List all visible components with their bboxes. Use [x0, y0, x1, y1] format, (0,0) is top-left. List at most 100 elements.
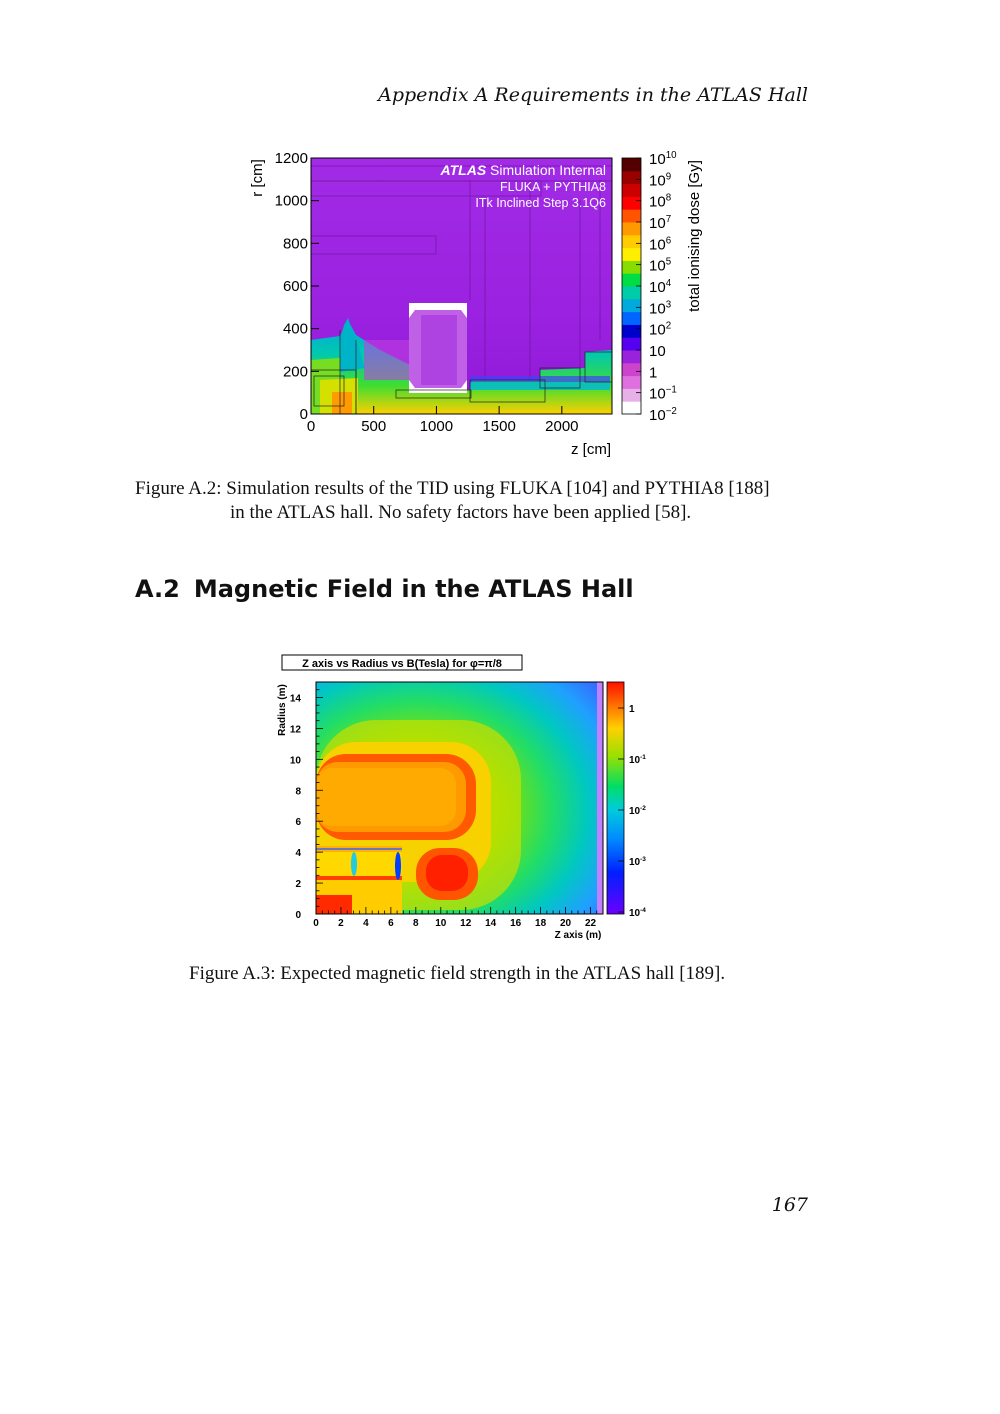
colorbar-tick-label: 107 — [649, 214, 671, 232]
colorbar-swatch — [622, 375, 641, 389]
colorbar-tick-label: 108 — [649, 193, 671, 211]
x-axis-label: Z axis (m) — [555, 930, 602, 941]
y-tick-label: 4 — [295, 848, 301, 859]
colorbar-swatch — [622, 388, 641, 402]
running-head: Appendix A Requirements in the ATLAS Hal… — [378, 84, 808, 106]
colorbar-swatch — [622, 247, 641, 261]
colorbar-swatch — [622, 234, 641, 249]
colorbar-tick-label: 102 — [649, 321, 671, 339]
colorbar-tick-label: 1010 — [649, 150, 677, 168]
x-tick-label: 22 — [585, 918, 597, 929]
x-tick-label: 1000 — [420, 418, 453, 435]
colorbar-tick-label: 10-3 — [629, 856, 646, 868]
page-number: 167 — [771, 1194, 808, 1216]
y-axis-ticks: 0 200 400 600 800 1000 1200 — [275, 150, 319, 423]
y-tick-label: 1200 — [275, 150, 308, 167]
colorbar-swatch — [622, 350, 641, 364]
x-tick-label: 12 — [460, 918, 472, 929]
colorbar-swatch — [622, 401, 641, 415]
figure-a3-title: Z axis vs Radius vs B(Tesla) for φ=π/8 — [302, 658, 502, 670]
y-tick-label: 14 — [290, 693, 302, 704]
figure-a2-caption: Figure A.2: Simulation results of the TI… — [135, 477, 770, 525]
y-tick-label: 12 — [290, 724, 302, 735]
colorbar-swatch — [622, 324, 641, 338]
colorbar-tick-label: 10-2 — [629, 805, 646, 817]
y-tick-label: 400 — [283, 321, 308, 338]
x-tick-label: 2000 — [545, 418, 578, 435]
y-tick-label: 800 — [283, 235, 308, 252]
x-tick-label: 500 — [361, 418, 386, 435]
colorbar-label: total ionising dose [Gy] — [686, 160, 703, 312]
atlas-label: ATLAS — [440, 162, 487, 178]
overlay-line3: ITk Inclined Step 3.1Q6 — [475, 196, 606, 210]
x-axis-label: z [cm] — [571, 441, 611, 458]
y-tick-label: 600 — [283, 278, 308, 295]
x-axis-ticks: 0 500 1000 1500 2000 — [307, 406, 579, 435]
colorbar-tick-label: 104 — [649, 278, 672, 296]
x-tick-label: 1500 — [482, 418, 515, 435]
x-tick-label: 2 — [338, 918, 344, 929]
x-tick-label: 18 — [535, 918, 547, 929]
colorbar-tick-label: 10-1 — [629, 754, 646, 766]
x-tick-label: 0 — [307, 418, 315, 435]
colorbar-swatch — [622, 183, 641, 197]
figure-a3: Z axis vs Radius vs B(Tesla) for φ=π/8 0… — [277, 654, 646, 941]
colorbar-swatch — [622, 170, 641, 185]
colorbar-tick-label: 109 — [649, 171, 671, 189]
y-axis-label: r [cm] — [249, 159, 266, 197]
x-tick-label: 6 — [388, 918, 394, 929]
y-axis-label: Radius (m) — [277, 684, 288, 736]
x-tick-label: 16 — [510, 918, 522, 929]
x-tick-label: 10 — [435, 918, 447, 929]
x-tick-label: 0 — [313, 918, 319, 929]
section-title: Magnetic Field in the ATLAS Hall — [193, 575, 634, 603]
colorbar-swatch — [622, 222, 641, 236]
colorbar-swatch — [622, 362, 641, 377]
x-axis-ticks: 0 2 4 6 8 10 12 14 16 18 20 22 — [313, 907, 604, 929]
x-tick-label: 8 — [413, 918, 419, 929]
colorbar-tick-label: 103 — [649, 299, 671, 317]
y-tick-label: 6 — [295, 817, 301, 828]
bfield-colorbar-ticks: 1 10-1 10-2 10-3 10-4 — [618, 704, 646, 919]
figure-a3-caption: Figure A.3: Expected magnetic field stre… — [189, 963, 726, 984]
colorbar-swatch — [622, 298, 641, 313]
overlay-line2: FLUKA + PYTHIA8 — [500, 180, 606, 194]
colorbar-swatch — [622, 209, 641, 223]
section-number: A.2 — [135, 575, 180, 603]
colorbar-tick-label: 10−1 — [649, 385, 677, 403]
colorbar-swatch — [622, 158, 641, 172]
colorbar-swatch — [622, 337, 641, 351]
section-heading: A.2 Magnetic Field in the ATLAS Hall — [135, 575, 634, 603]
colorbar-swatch — [622, 286, 641, 300]
y-axis-ticks: 0 2 4 6 8 10 12 14 — [290, 681, 323, 921]
colorbar-tick-label: 1 — [649, 364, 657, 381]
figure-a2: ATLAS Simulation Internal FLUKA + PYTHIA… — [249, 150, 703, 458]
x-tick-label: 20 — [560, 918, 572, 929]
colorbar-tick-label: 1 — [629, 704, 635, 715]
dose-map — [311, 158, 612, 414]
x-tick-label: 14 — [485, 918, 497, 929]
caption-line2: in the ATLAS hall. No safety factors hav… — [230, 502, 692, 523]
caption-line1: Figure A.2: Simulation results of the TI… — [135, 478, 770, 499]
bfield-map — [316, 682, 603, 914]
dose-colorbar — [621, 157, 642, 415]
colorbar-swatch — [622, 196, 641, 210]
colorbar-tick-label: 10-4 — [629, 907, 646, 919]
y-tick-label: 1000 — [275, 193, 308, 210]
y-tick-label: 10 — [290, 755, 302, 766]
colorbar-tick-label: 10−2 — [649, 406, 677, 424]
x-tick-label: 4 — [363, 918, 369, 929]
colorbar-tick-label: 105 — [649, 257, 672, 275]
y-tick-label: 0 — [295, 910, 301, 921]
colorbar-swatch — [622, 260, 641, 274]
y-tick-label: 0 — [300, 406, 308, 423]
y-tick-label: 200 — [283, 363, 308, 380]
y-tick-label: 2 — [295, 879, 301, 890]
colorbar-tick-label: 10 — [649, 343, 666, 360]
colorbar-swatch — [622, 311, 641, 325]
colorbar-tick-label: 106 — [649, 235, 671, 253]
bfield-colorbar — [606, 681, 625, 915]
y-tick-label: 8 — [295, 786, 301, 797]
svg-text:ATLAS Simulation Internal: ATLAS Simulation Internal — [440, 162, 606, 178]
